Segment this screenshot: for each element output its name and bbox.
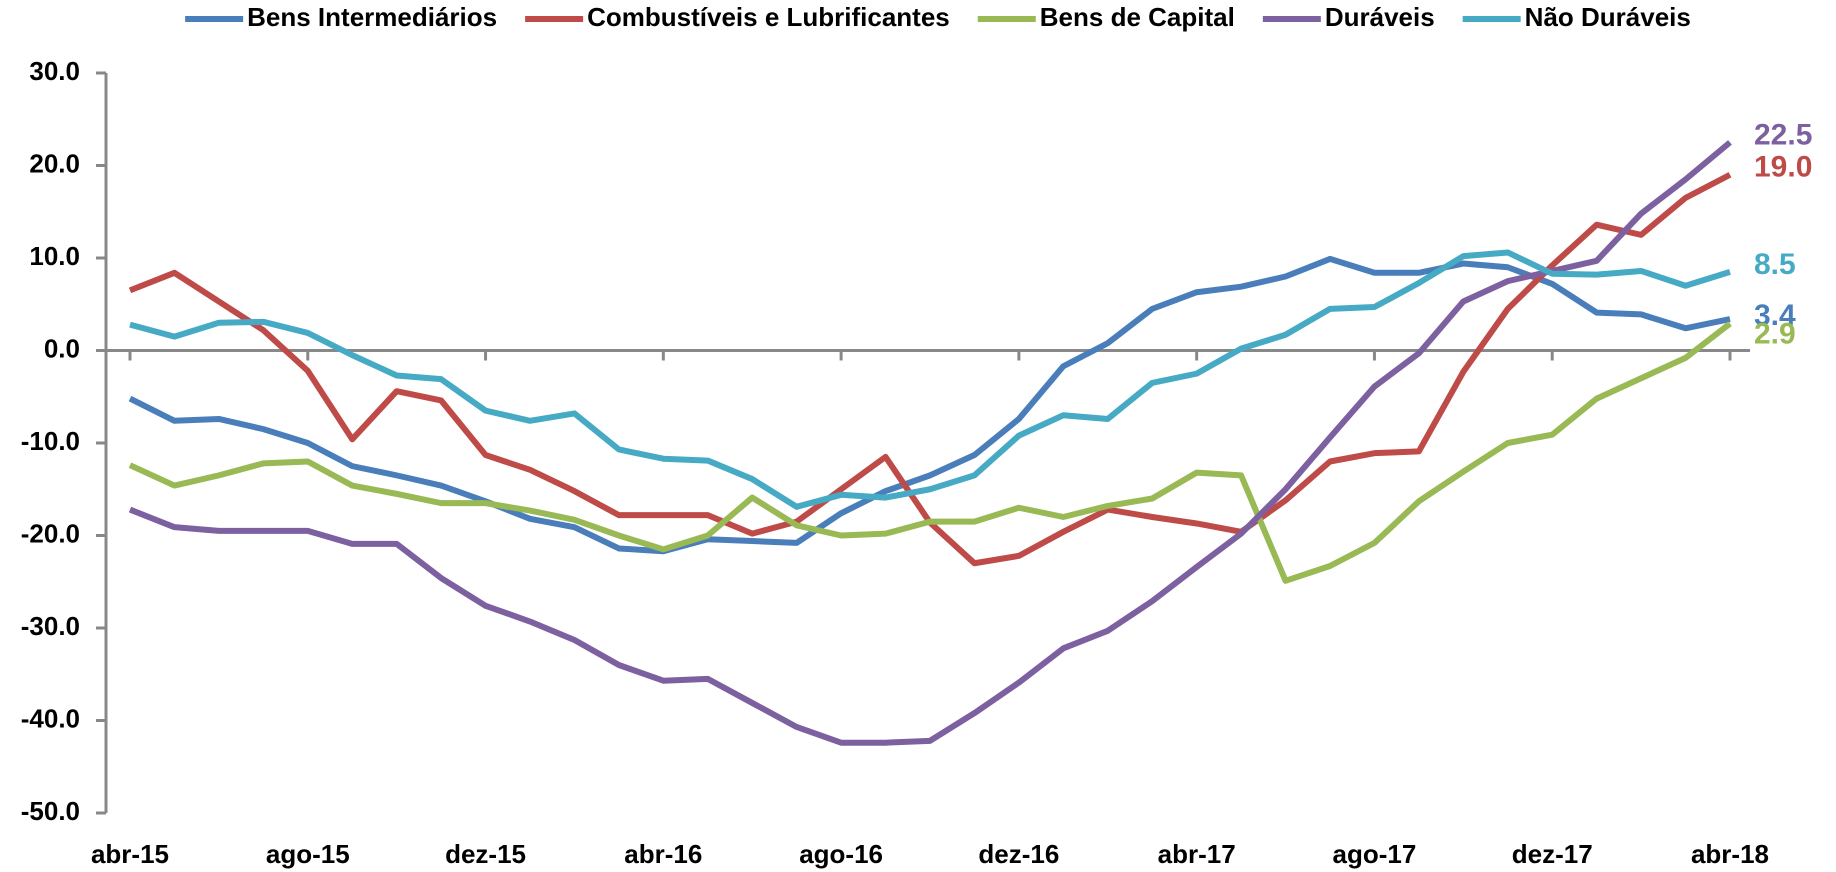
x-tick-label: abr-15 <box>91 839 169 869</box>
legend-item: Duráveis <box>1262 2 1435 32</box>
data-label: 2.9 <box>1754 318 1796 351</box>
y-tick-label: 10.0 <box>29 241 80 271</box>
legend-item: Bens Intermediários <box>185 2 497 32</box>
legend-label: Bens de Capital <box>1040 2 1235 32</box>
legend-label: Bens Intermediários <box>247 2 497 32</box>
x-tick-label: ago-15 <box>266 839 350 869</box>
x-tick-label: ago-16 <box>799 839 883 869</box>
x-tick-label: abr-16 <box>624 839 702 869</box>
y-tick-label: 0.0 <box>44 333 80 363</box>
legend-label: Duráveis <box>1325 2 1435 32</box>
legend: Bens Intermediários Combustíveis e Lubrif… <box>185 2 1691 32</box>
legend-item: Não Duráveis <box>1462 2 1691 32</box>
series-line <box>128 321 1732 584</box>
data-label: 19.0 <box>1754 151 1812 184</box>
data-label: 22.5 <box>1754 118 1812 151</box>
y-tick-label: 20.0 <box>29 148 80 178</box>
y-tick-label: -30.0 <box>21 611 80 641</box>
series-line <box>129 249 1731 510</box>
series-line <box>128 172 1732 567</box>
x-tick-label: ago-17 <box>1333 839 1417 869</box>
x-tick-label: abr-18 <box>1691 839 1769 869</box>
y-tick-label: -40.0 <box>21 703 80 733</box>
legend-item: Combustíveis e Lubrificantes <box>525 2 950 32</box>
x-tick-label: dez-16 <box>978 839 1059 869</box>
data-label: 8.5 <box>1754 248 1796 281</box>
x-tick-label: dez-17 <box>1512 839 1593 869</box>
y-tick-label: -50.0 <box>21 796 80 826</box>
y-tick-label: -10.0 <box>21 426 80 456</box>
y-tick-label: 30.0 <box>29 56 80 86</box>
legend-label: Não Duráveis <box>1525 2 1691 32</box>
data-label: 3.4 <box>1754 299 1796 332</box>
series-line <box>128 140 1732 746</box>
x-tick-label: dez-15 <box>445 839 526 869</box>
legend-label: Combustíveis e Lubrificantes <box>587 2 950 32</box>
y-tick-label: -20.0 <box>21 518 80 548</box>
series-line <box>128 255 1731 555</box>
x-tick-label: abr-17 <box>1158 839 1236 869</box>
legend-item: Bens de Capital <box>977 2 1235 32</box>
